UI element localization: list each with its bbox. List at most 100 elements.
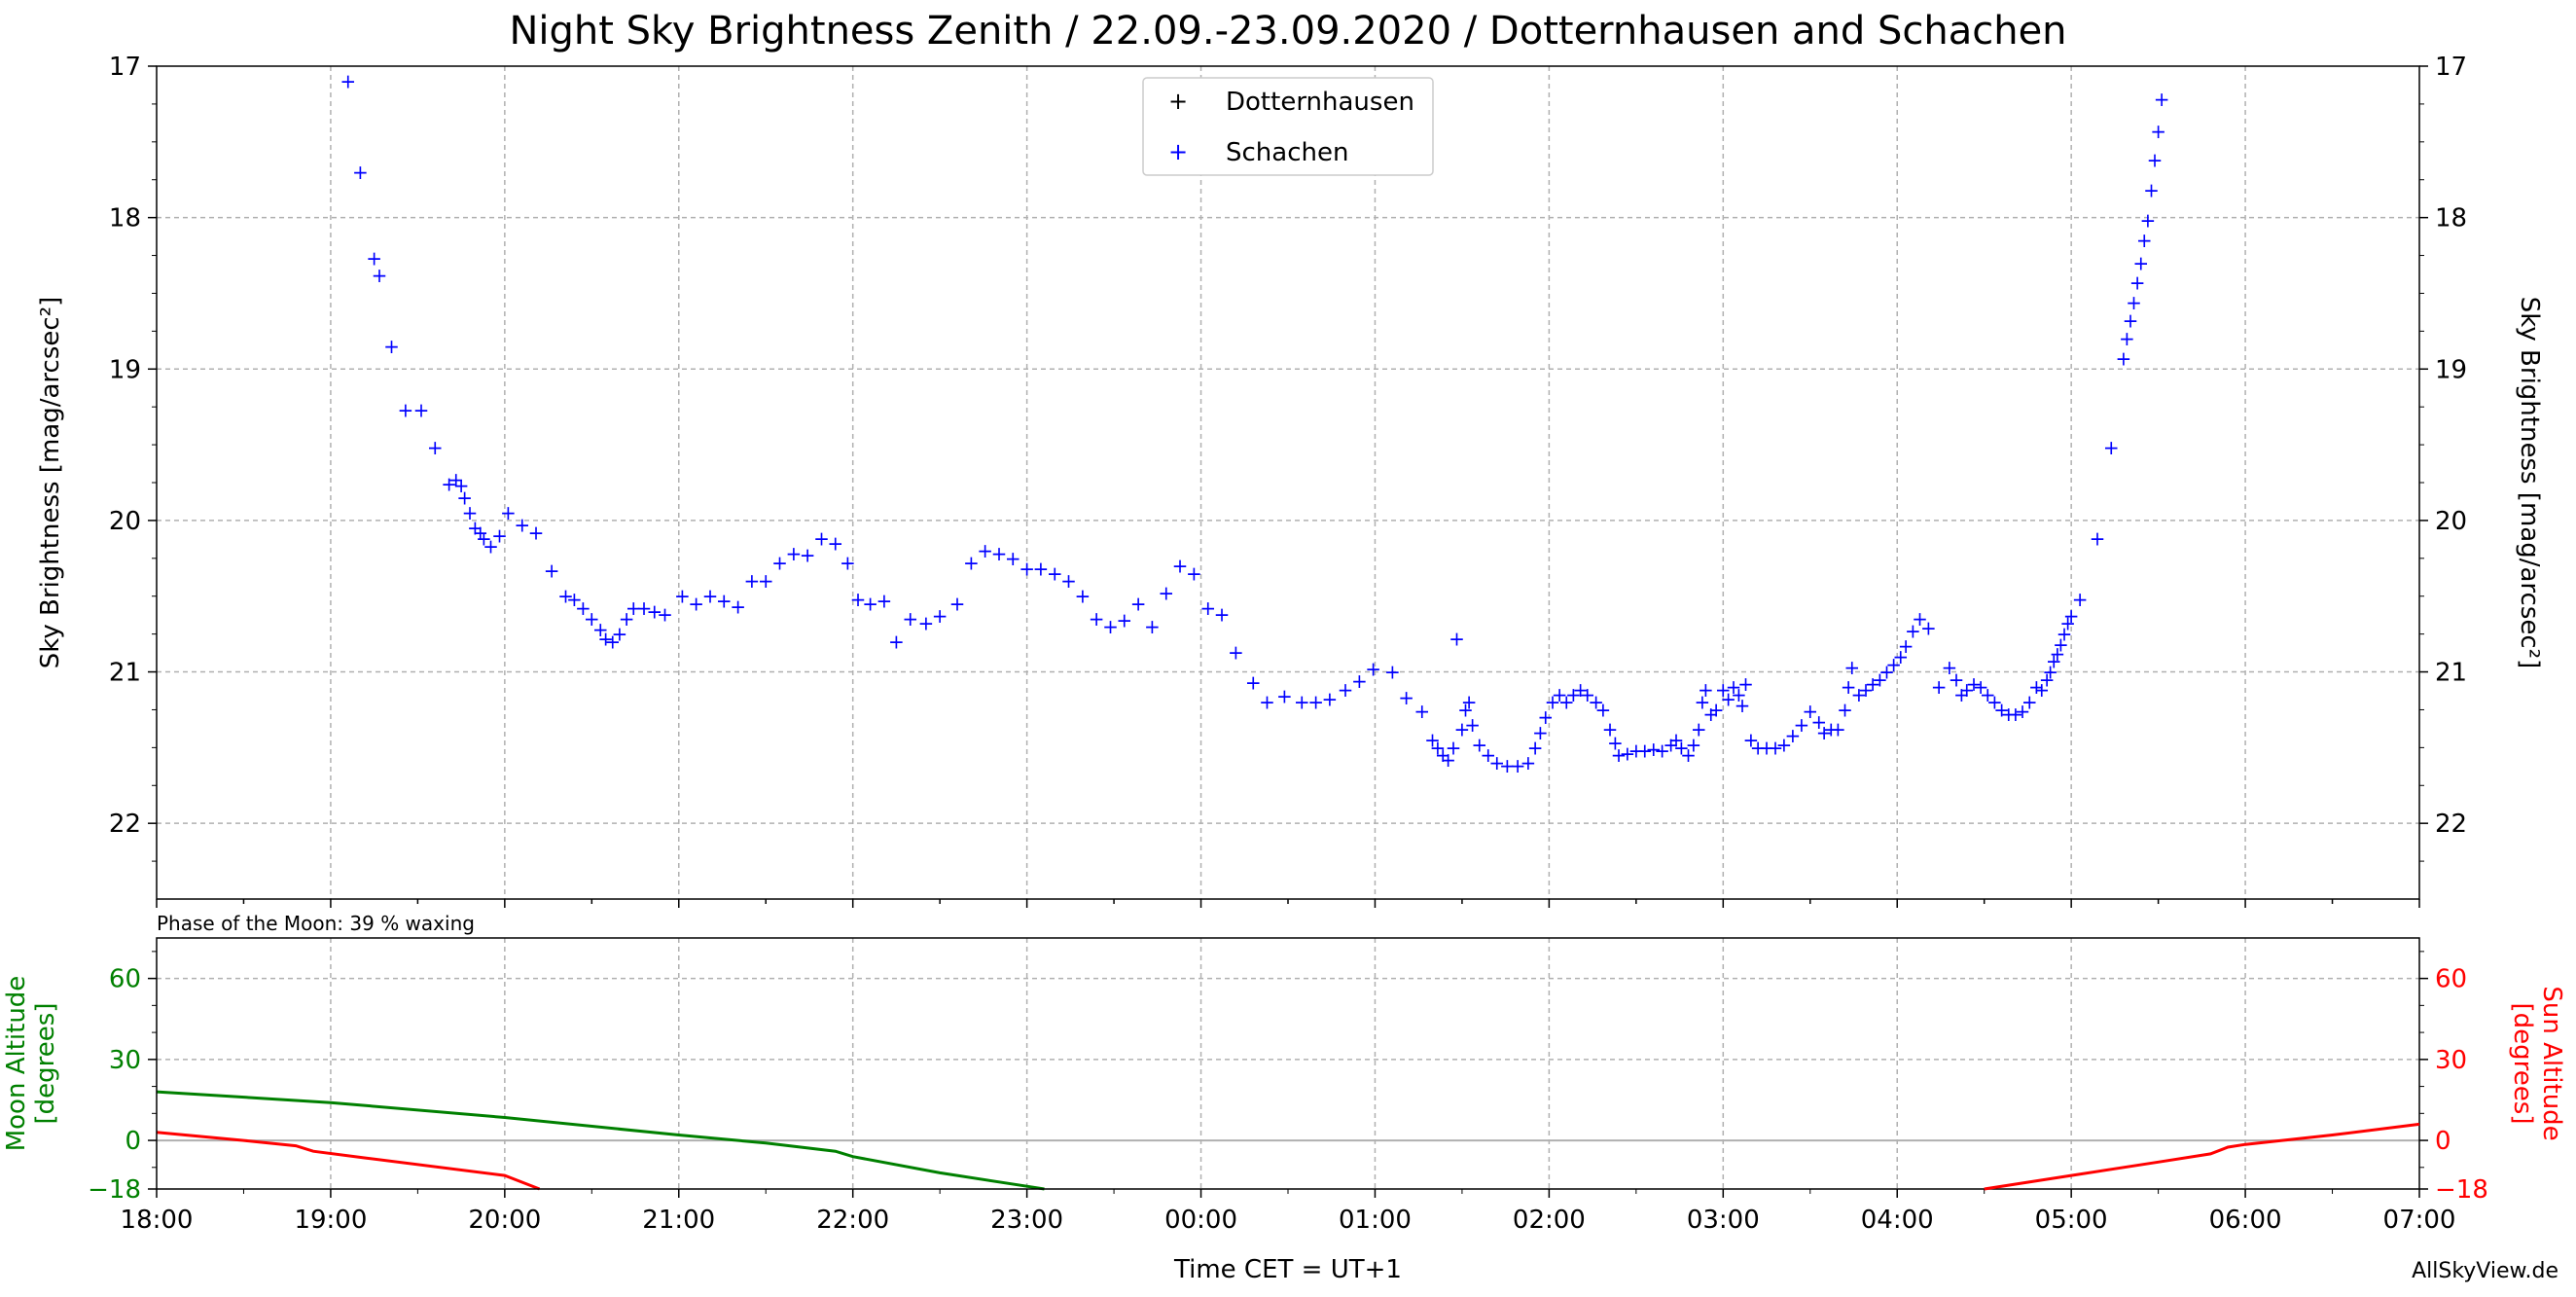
sun-ytick-label: −18 <box>2435 1175 2488 1205</box>
moon-phase-label: Phase of the Moon: 39 % waxing <box>157 912 475 935</box>
schachen-point: + <box>1885 653 1902 676</box>
brightness-ytick-label: 18 <box>109 204 141 234</box>
schachen-point: + <box>2015 700 2031 723</box>
schachen-point: + <box>1731 683 1747 706</box>
schachen-point: + <box>744 569 761 593</box>
legend-dotternhausen-marker: + <box>1168 88 1188 115</box>
schachen-point: + <box>514 514 530 537</box>
schachen-point: + <box>1307 691 1324 714</box>
axis-label-line: Moon Altitude <box>2 976 31 1152</box>
legend: + Dotternhausen + Schachen <box>1142 77 1434 176</box>
schachen-point: + <box>646 599 662 623</box>
schachen-point: + <box>453 474 470 497</box>
schachen-point: + <box>888 630 905 653</box>
schachen-point: + <box>1898 634 1914 658</box>
schachen-point: + <box>2021 691 2038 714</box>
brightness-ytick-label: 22 <box>109 810 141 839</box>
brightness-ytick-label-right: 20 <box>2435 507 2467 536</box>
schachen-point: + <box>1841 675 1857 699</box>
schachen-point: + <box>2119 327 2135 350</box>
schachen-point: + <box>1351 669 1368 693</box>
schachen-point: + <box>1726 675 1742 699</box>
schachen-point: + <box>1958 678 1975 702</box>
axis-label-line: Sun Altitude <box>2537 986 2566 1140</box>
schachen-point: + <box>688 593 704 616</box>
schachen-point: + <box>771 551 788 574</box>
schachen-point: + <box>1673 736 1690 759</box>
schachen-point: + <box>2103 436 2120 459</box>
legend-schachen-label: Schachen <box>1226 138 1348 167</box>
schachen-point: + <box>1830 718 1846 741</box>
schachen-point: + <box>1089 607 1105 630</box>
schachen-point: + <box>785 542 802 565</box>
schachen-point: + <box>636 596 653 620</box>
schachen-point: + <box>1228 640 1244 664</box>
moon-ytick-label: 0 <box>125 1127 141 1156</box>
schachen-point: + <box>1905 620 1921 643</box>
schachen-point: + <box>2147 148 2164 171</box>
axis-label-line: [degrees] <box>2508 1003 2537 1125</box>
schachen-point: + <box>1537 705 1554 729</box>
schachen-point: + <box>2150 120 2166 143</box>
schachen-point: + <box>1413 700 1430 723</box>
schachen-point: + <box>2129 271 2146 295</box>
schachen-point: + <box>2063 604 2080 628</box>
schachen-point: + <box>456 486 473 510</box>
schachen-point: + <box>1776 733 1793 756</box>
moon-altitude-line <box>156 1090 1045 1191</box>
schachen-point: + <box>1784 724 1801 747</box>
brightness-ylabel: Sky Brightness [mag/arcsec²] <box>36 297 65 668</box>
schachen-point: + <box>674 585 691 608</box>
schachen-point: + <box>827 531 843 555</box>
schachen-point: + <box>2039 667 2056 691</box>
schachen-point: + <box>1912 607 1928 630</box>
schachen-point: + <box>1214 602 1231 626</box>
schachen-point: + <box>657 602 673 626</box>
schachen-point: + <box>1449 627 1465 650</box>
schachen-point: + <box>1668 729 1685 752</box>
schachen-point: + <box>2057 623 2073 646</box>
schachen-point: + <box>1858 678 1875 702</box>
schachen-point: + <box>1686 733 1702 756</box>
sun-altitude-ylabel: Sun Altitude[degrees] <box>2508 986 2566 1140</box>
time-xtick-label: 04:00 <box>1861 1206 1934 1235</box>
schachen-point: + <box>1144 615 1161 638</box>
schachen-point: + <box>877 589 893 612</box>
schachen-point: + <box>1872 667 1888 691</box>
schachen-point: + <box>1454 718 1471 741</box>
sun-ytick-label: 30 <box>2435 1046 2467 1075</box>
schachen-point: + <box>1527 736 1544 759</box>
schachen-point: + <box>2033 678 2050 702</box>
time-xtick-label: 22:00 <box>816 1206 889 1235</box>
schachen-point: + <box>340 70 356 93</box>
schachen-point: + <box>2049 642 2065 666</box>
schachen-point: + <box>352 161 369 184</box>
time-xtick-label: 05:00 <box>2035 1206 2108 1235</box>
schachen-point: + <box>1545 691 1561 714</box>
schachen-point: + <box>1892 645 1909 668</box>
schachen-point: + <box>1654 739 1670 762</box>
schachen-point: + <box>2126 291 2142 314</box>
schachen-point: + <box>2000 703 2017 726</box>
schachen-point: + <box>1471 733 1487 756</box>
x-axis-label: Time CET = UT+1 <box>1173 1255 1402 1284</box>
schachen-point: + <box>1186 561 1202 585</box>
schachen-point: + <box>1628 739 1644 762</box>
schachen-point: + <box>991 542 1008 565</box>
schachen-point: + <box>1005 547 1021 570</box>
altitude-grid <box>157 938 2419 1189</box>
time-xtick-label: 03:00 <box>1687 1206 1760 1235</box>
schachen-point: + <box>1737 672 1754 696</box>
schachen-point: + <box>730 595 746 619</box>
legend-schachen-marker: + <box>1168 138 1188 165</box>
schachen-point: + <box>1953 683 1970 706</box>
moon-ytick-label: 30 <box>109 1046 141 1075</box>
schachen-point: + <box>592 618 609 641</box>
schachen-point: + <box>1435 743 1451 767</box>
schachen-point: + <box>476 527 492 551</box>
credit-text: AllSkyView.de <box>2412 1259 2558 1283</box>
schachen-point: + <box>1602 718 1619 741</box>
schachen-point: + <box>1565 683 1582 706</box>
schachen-point: + <box>1680 743 1697 767</box>
moon-ytick-label: 60 <box>109 965 141 994</box>
